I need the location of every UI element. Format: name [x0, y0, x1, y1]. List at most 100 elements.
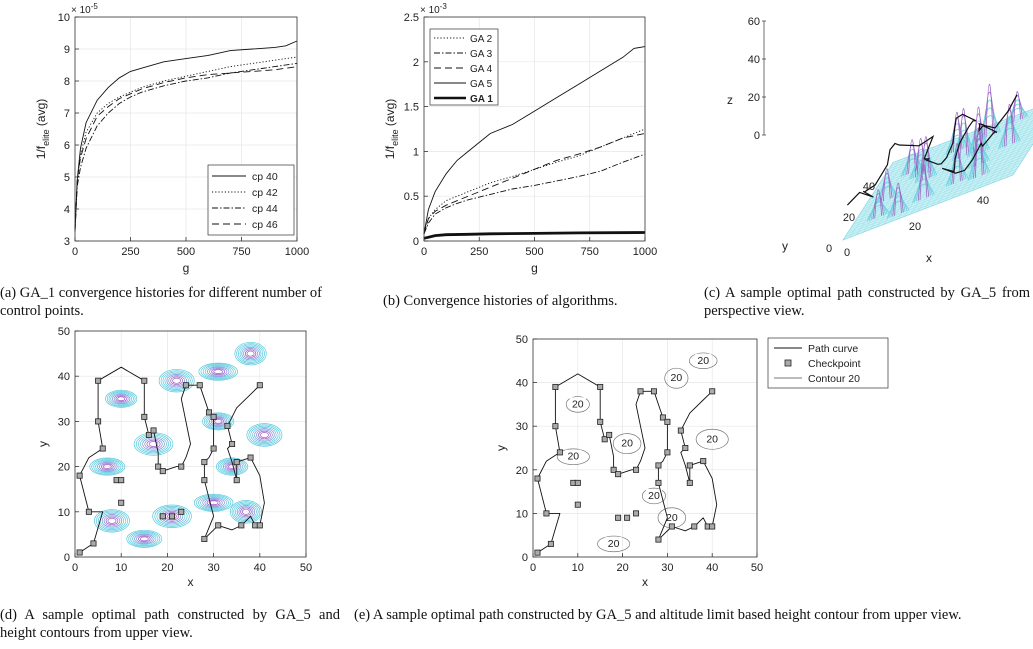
surface-ridge — [1013, 91, 1021, 123]
y-axis-label: 1/felite (avg) — [34, 99, 51, 160]
z-tick-label: 20 — [748, 92, 760, 104]
legend-label: Path curve — [808, 343, 858, 355]
surface-ridge — [892, 187, 904, 217]
checkpoint-marker — [118, 477, 125, 484]
contour-ring — [236, 343, 265, 365]
y-exponent-base: × 10 — [71, 5, 91, 16]
x-tick-label: 20 — [909, 221, 921, 233]
surface-ridge — [890, 191, 906, 218]
checkpoint-marker — [610, 466, 617, 473]
surface-ridge — [913, 149, 929, 179]
contour-label: 20 — [572, 398, 584, 410]
contour-ring — [231, 501, 261, 523]
contour-ring — [97, 461, 118, 472]
surface-ridge — [918, 149, 934, 182]
series-line-GA-2 — [423, 128, 646, 234]
y-axis-label-sub: elite — [390, 129, 400, 146]
contour-ring — [102, 464, 112, 469]
contour-ring — [103, 515, 121, 527]
surface-mesh-line — [880, 122, 1033, 182]
contour-label-bg — [704, 432, 721, 445]
surface-mesh-line — [876, 127, 1033, 188]
surface-mesh-line — [917, 133, 968, 212]
x-tick-label: 0 — [530, 562, 536, 574]
checkpoint-marker — [238, 522, 245, 529]
checkpoint-marker — [256, 522, 263, 529]
checkpoint-marker — [552, 383, 559, 390]
y-tick-label: 20 — [58, 462, 70, 474]
legend-swatch-checkpoint — [784, 359, 792, 367]
surface-ridge — [983, 91, 996, 139]
checkpoint-marker — [201, 535, 208, 542]
series-line-GA-4 — [423, 133, 646, 234]
x-tick-label: 1000 — [633, 246, 657, 258]
y-axis-label-sub: elite — [41, 129, 51, 146]
y-exponent-power: -5 — [91, 2, 99, 11]
checkpoint-marker — [145, 431, 152, 438]
surface-ridge — [902, 153, 922, 177]
surface-ridge — [894, 182, 902, 216]
x-tick-label: 0 — [421, 246, 427, 258]
contour-ring — [241, 346, 260, 361]
contour-ring — [152, 504, 192, 528]
contour-ring — [250, 425, 279, 445]
surface-ridge — [970, 120, 986, 156]
contour-ring — [130, 531, 159, 546]
contour-ring — [137, 535, 151, 543]
legend-label: GA 1 — [470, 94, 493, 105]
legend-label: GA 5 — [470, 79, 493, 90]
contour-ring — [212, 418, 224, 425]
contour-20-line — [612, 433, 642, 455]
surface-ridge — [974, 106, 983, 155]
checkpoint-marker — [233, 477, 240, 484]
surface-ridge — [886, 200, 910, 219]
surface-ridge — [917, 168, 930, 201]
contour-ring — [207, 415, 230, 428]
contour-ring — [203, 413, 233, 430]
surface-ridge — [949, 123, 965, 154]
contour-ring — [154, 505, 190, 527]
contour-ring — [117, 396, 126, 402]
contour-ring — [204, 365, 232, 378]
checkpoint-marker — [256, 382, 263, 389]
y-tick-label: 30 — [58, 416, 70, 428]
checkpoint-marker — [633, 510, 640, 517]
series-line-cp-40 — [74, 40, 298, 232]
contour-ring — [126, 529, 163, 548]
surface-mesh-line — [910, 136, 962, 215]
checkpoint-marker — [155, 463, 162, 470]
x-tick-label: 1000 — [285, 246, 309, 258]
legend-box — [207, 164, 295, 236]
y-tick-label: 40 — [58, 371, 70, 383]
contour-ring — [200, 496, 227, 509]
checkpoint-marker — [182, 382, 189, 389]
contour-label: 20 — [706, 433, 718, 445]
surface-ridge — [1007, 103, 1027, 125]
path-curve-3d — [846, 94, 1018, 206]
y-tick-label: 20 — [843, 212, 855, 224]
contour-20-line — [556, 448, 590, 465]
contour-ring — [205, 414, 231, 429]
checkpoint-marker — [547, 540, 554, 547]
surface-ridge — [945, 166, 969, 187]
y-tick-label: 10 — [516, 508, 528, 520]
y-exponent-power: -3 — [440, 2, 448, 11]
checkpoint-marker — [691, 523, 698, 530]
surface-mesh-line — [849, 159, 900, 238]
surface-mesh-line — [999, 127, 1033, 181]
checkpoint-marker — [633, 466, 640, 473]
chart-d: 0 10 20 30 40 50 0 10 20 30 40 50 x y — [36, 326, 312, 589]
x-axis-label: g — [183, 261, 190, 275]
contour-20-line — [695, 428, 729, 450]
contour-ring — [110, 392, 133, 405]
y-axis-label-main: 1/f — [383, 145, 397, 159]
contour-ring — [235, 503, 257, 520]
surface-ridge — [912, 183, 935, 204]
z-tick-label: 0 — [754, 130, 760, 142]
checkpoint-marker — [141, 413, 148, 420]
contour-ring — [238, 506, 254, 518]
checkpoint-marker — [686, 462, 693, 469]
surface-mesh-line — [985, 111, 1033, 186]
y-tick-label: 3 — [64, 236, 70, 248]
